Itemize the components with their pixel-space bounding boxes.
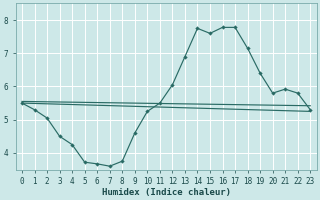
X-axis label: Humidex (Indice chaleur): Humidex (Indice chaleur) [102, 188, 231, 197]
